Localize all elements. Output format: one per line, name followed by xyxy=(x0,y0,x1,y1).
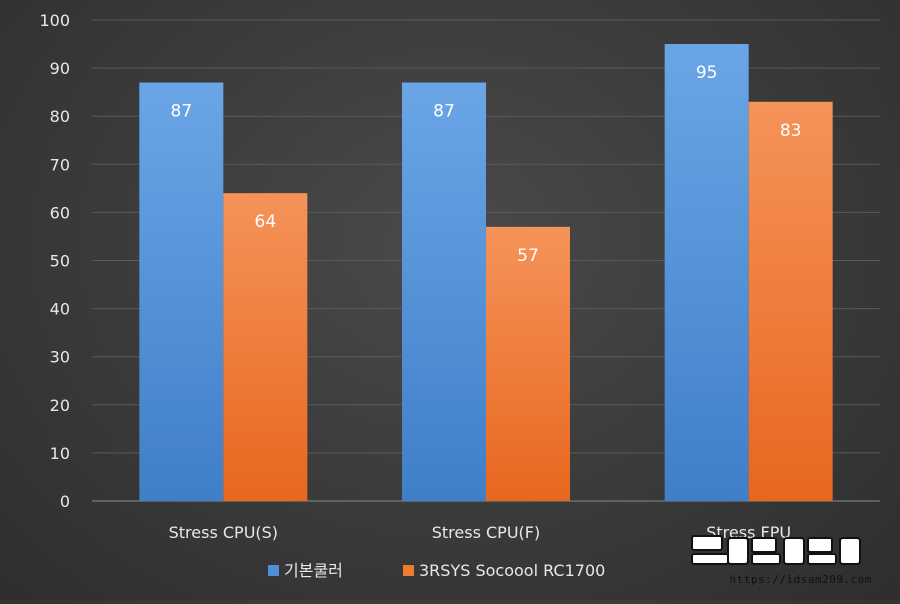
legend-swatch xyxy=(268,565,279,576)
y-tick-label: 30 xyxy=(50,348,70,367)
data-label: 64 xyxy=(255,212,277,232)
y-tick-label: 80 xyxy=(50,107,70,126)
legend-swatch xyxy=(403,565,414,576)
x-category-label: Stress CPU(F) xyxy=(432,523,540,542)
y-tick-label: 50 xyxy=(50,252,70,271)
watermark-logo-icon xyxy=(691,535,861,565)
y-tick-label: 60 xyxy=(50,203,70,222)
y-tick-label: 0 xyxy=(60,492,70,511)
bar-rc1700 xyxy=(486,226,570,501)
y-tick-label: 40 xyxy=(50,300,70,319)
y-axis-ticks: 0 10 20 30 40 50 60 70 80 90 100 xyxy=(39,11,70,511)
legend-label: 기본쿨러 xyxy=(284,561,343,580)
y-tick-label: 20 xyxy=(50,396,70,415)
y-tick-label: 100 xyxy=(39,11,70,30)
watermark-logo: https://idsam209.com xyxy=(688,532,888,594)
y-tick-label: 70 xyxy=(50,155,70,174)
x-axis-categories: Stress CPU(S) Stress CPU(F) Stress FPU xyxy=(169,523,791,542)
x-category-label: Stress CPU(S) xyxy=(169,523,278,542)
bar-rc1700 xyxy=(223,193,308,501)
y-tick-label: 90 xyxy=(50,59,70,78)
bar-stock-cooler xyxy=(402,82,486,501)
data-label: 87 xyxy=(171,102,193,122)
legend: 기본쿨러 3RSYS Socoool RC1700 xyxy=(268,561,605,580)
data-label: 57 xyxy=(517,246,539,266)
data-label: 83 xyxy=(780,121,802,141)
data-labels: 87 64 87 57 95 83 xyxy=(171,63,802,266)
bar-stock-cooler xyxy=(139,82,224,501)
watermark-text: https://idsam209.com xyxy=(729,573,872,586)
bar-stock-cooler xyxy=(664,44,749,502)
legend-label: 3RSYS Socoool RC1700 xyxy=(419,561,605,580)
data-label: 95 xyxy=(696,63,718,83)
data-label: 87 xyxy=(433,102,455,122)
y-tick-label: 10 xyxy=(50,444,70,463)
bars xyxy=(139,44,833,502)
bar-rc1700 xyxy=(748,101,833,502)
